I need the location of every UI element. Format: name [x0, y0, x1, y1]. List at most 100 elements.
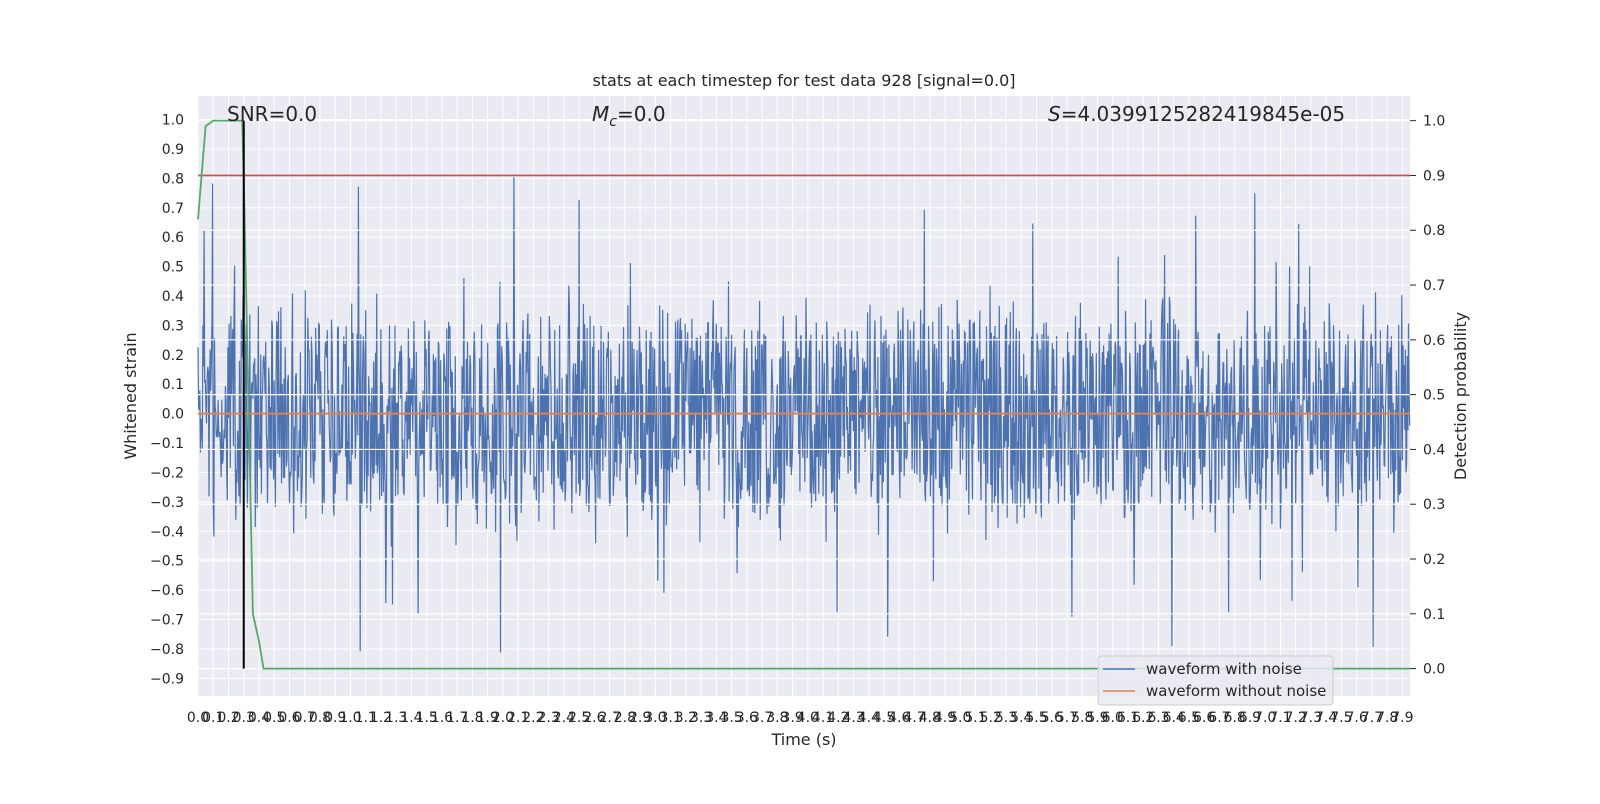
- x-tick-label: 2.3: [538, 710, 560, 726]
- x-tick-label: 6.1: [1117, 710, 1139, 726]
- x-tick-label: 7.1: [1269, 710, 1291, 726]
- x-tick-label: 4.0: [797, 710, 819, 726]
- x-tick-label: 2.5: [568, 710, 590, 726]
- x-tick-label: 4.3: [842, 710, 864, 726]
- y-left-tick-label: 0.9: [162, 142, 184, 158]
- x-tick-label: 6.8: [1224, 710, 1246, 726]
- snr-value: 0.0: [285, 102, 317, 126]
- y-left-tick-label: 0.4: [162, 289, 184, 305]
- x-tick-label: 6.7: [1208, 710, 1230, 726]
- x-tick-label: 7.9: [1391, 710, 1413, 726]
- chirp-mass-prefix: M: [592, 102, 609, 126]
- x-tick-label: 0.3: [233, 710, 255, 726]
- x-tick-label: 2.4: [553, 710, 575, 726]
- x-tick-label: 0.8: [309, 710, 331, 726]
- x-tick-label: 2.0: [492, 710, 514, 726]
- x-tick-label: 1.4: [400, 710, 422, 726]
- x-tick-label: 1.5: [416, 710, 438, 726]
- x-tick-label: 1.2: [370, 710, 392, 726]
- axes-layer: 0.00.10.20.30.40.50.60.70.80.91.01.11.21…: [150, 113, 1445, 726]
- snr-annotation: SNR=0.0: [227, 102, 317, 126]
- x-tick-label: 7.6: [1346, 710, 1368, 726]
- x-tick-label: 1.6: [431, 710, 453, 726]
- series-layer: [197, 119, 1411, 670]
- chirp-mass-value: 0.0: [634, 102, 666, 126]
- x-tick-label: 0.6: [278, 710, 300, 726]
- x-tick-label: 2.9: [629, 710, 651, 726]
- legend: waveform with noise waveform without noi…: [1097, 655, 1334, 706]
- s-equals: =: [1061, 102, 1078, 126]
- x-tick-label: 7.3: [1300, 710, 1322, 726]
- y-left-tick-label: 1.0: [162, 113, 184, 129]
- x-tick-label: 1.8: [461, 710, 483, 726]
- x-tick-label: 5.5: [1025, 710, 1047, 726]
- y-axis-label-left: Whitened strain: [121, 332, 140, 459]
- y-left-tick-label: 0.1: [162, 377, 184, 393]
- y-left-tick-label: 0.8: [162, 171, 184, 187]
- x-axis-label: Time (s): [770, 730, 836, 749]
- y-left-tick-label: 0.5: [162, 260, 184, 276]
- y-left-tick-label: −0.1: [150, 436, 184, 452]
- x-tick-label: 4.9: [934, 710, 956, 726]
- legend-box: [1097, 655, 1334, 706]
- y-right-tick-label: 0.1: [1423, 607, 1445, 623]
- y-left-tick-label: 0.7: [162, 201, 184, 217]
- y-left-tick-label: −0.5: [150, 554, 184, 570]
- x-tick-label: 6.9: [1239, 710, 1261, 726]
- chirp-mass-annotation: Mc=0.0: [592, 102, 666, 130]
- y-left-tick-label: −0.7: [150, 613, 184, 629]
- x-tick-label: 5.9: [1086, 710, 1108, 726]
- x-tick-label: 5.0: [949, 710, 971, 726]
- s-value: 4.0399125282419845e-05: [1077, 102, 1345, 126]
- x-tick-label: 1.7: [446, 710, 468, 726]
- x-tick-label: 3.9: [781, 710, 803, 726]
- x-tick-label: 0.2: [217, 710, 239, 726]
- x-tick-label: 6.2: [1132, 710, 1154, 726]
- x-tick-label: 3.3: [690, 710, 712, 726]
- y-right-tick-label: 0.6: [1423, 333, 1445, 349]
- x-tick-label: 3.7: [751, 710, 773, 726]
- x-tick-label: 0.9: [324, 710, 346, 726]
- x-tick-label: 4.4: [858, 710, 880, 726]
- x-tick-label: 3.0: [644, 710, 666, 726]
- y-left-tick-label: −0.3: [150, 495, 184, 511]
- y-left-tick-label: −0.9: [150, 671, 184, 687]
- x-tick-label: 0.1: [202, 710, 224, 726]
- legend-label-noise: waveform with noise: [1146, 660, 1302, 678]
- x-tick-label: 5.3: [995, 710, 1017, 726]
- s-annotation: S=4.0399125282419845e-05: [1048, 102, 1345, 126]
- y-right-tick-label: 0.9: [1423, 168, 1445, 184]
- y-left-tick-label: −0.4: [150, 524, 184, 540]
- chirp-mass-subscript: c: [609, 114, 617, 130]
- x-tick-label: 3.6: [736, 710, 758, 726]
- x-tick-label: 6.6: [1193, 710, 1215, 726]
- x-tick-label: 0.4: [248, 710, 270, 726]
- x-tick-label: 3.1: [659, 710, 681, 726]
- x-tick-label: 1.9: [477, 710, 499, 726]
- x-tick-label: 2.7: [598, 710, 620, 726]
- y-left-tick-label: −0.8: [150, 642, 184, 658]
- x-tick-label: 2.2: [522, 710, 544, 726]
- y-axis-label-right: Detection probability: [1451, 312, 1470, 480]
- x-tick-label: 1.0: [339, 710, 361, 726]
- x-tick-label: 6.0: [1102, 710, 1124, 726]
- x-tick-label: 4.6: [888, 710, 910, 726]
- x-tick-label: 5.6: [1041, 710, 1063, 726]
- x-tick-label: 5.7: [1056, 710, 1078, 726]
- x-tick-label: 4.1: [812, 710, 834, 726]
- snr-equals: =: [269, 102, 286, 126]
- y-right-tick-label: 0.0: [1423, 662, 1445, 678]
- y-left-tick-label: 0.2: [162, 348, 184, 364]
- x-tick-label: 6.3: [1147, 710, 1169, 726]
- x-tick-label: 1.1: [355, 710, 377, 726]
- chirp-mass-equals: =: [617, 102, 634, 126]
- y-right-tick-label: 1.0: [1423, 114, 1445, 130]
- x-tick-label: 5.2: [980, 710, 1002, 726]
- x-tick-label: 0.5: [263, 710, 285, 726]
- x-tick-label: 3.8: [766, 710, 788, 726]
- x-tick-label: 7.7: [1361, 710, 1383, 726]
- x-tick-label: 5.4: [1010, 710, 1032, 726]
- legend-label-clean: waveform without noise: [1146, 682, 1326, 700]
